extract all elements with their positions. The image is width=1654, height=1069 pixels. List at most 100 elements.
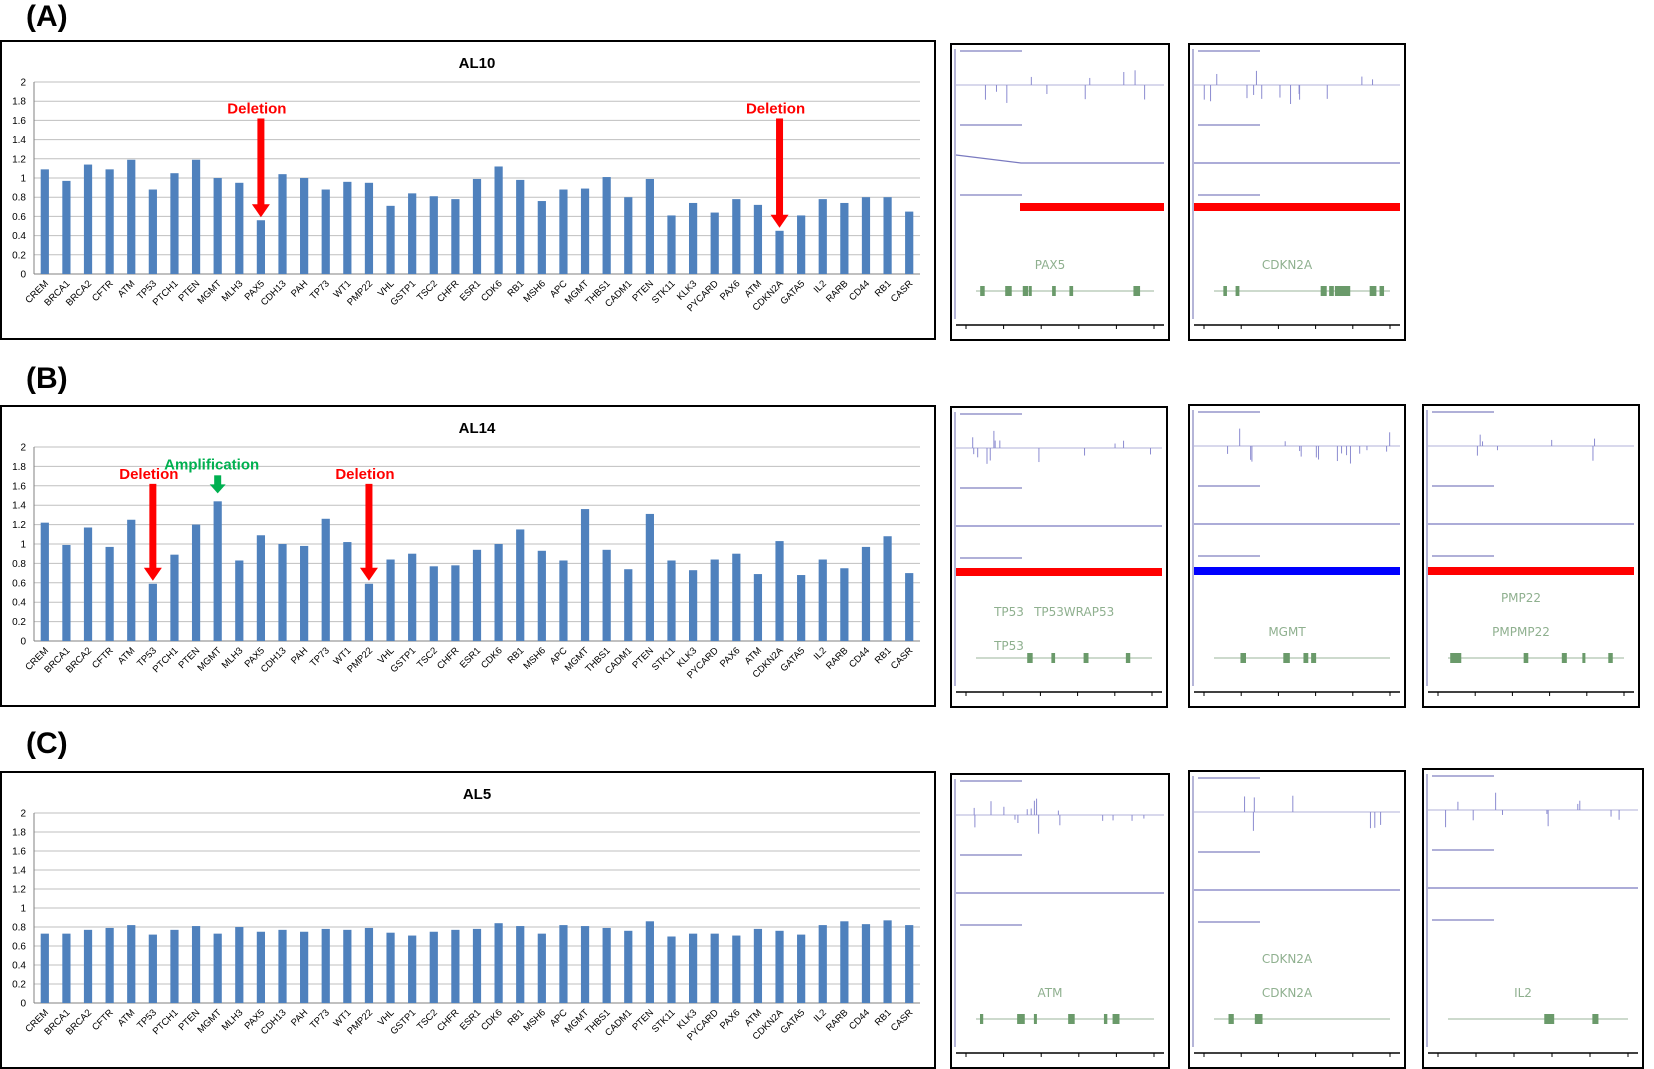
bar bbox=[408, 553, 417, 641]
chart-title: AL14 bbox=[459, 420, 496, 437]
bar bbox=[624, 569, 633, 641]
copy-number-call-bar bbox=[1194, 203, 1400, 211]
bar bbox=[321, 518, 330, 641]
annotation-label: Amplification bbox=[164, 456, 259, 473]
bar bbox=[861, 924, 871, 1003]
gene-label: TP53 bbox=[993, 605, 1024, 619]
y-tick-label: 1 bbox=[20, 540, 26, 551]
x-tick-label: RARB bbox=[824, 645, 850, 671]
annotation-arrow-head bbox=[359, 567, 378, 581]
x-tick-label: PAX6 bbox=[718, 1007, 742, 1031]
exon-block bbox=[1344, 286, 1351, 296]
y-tick-label: 1.6 bbox=[12, 116, 26, 127]
igv-panel-il2: IL2 bbox=[1422, 768, 1644, 1069]
bar bbox=[300, 545, 309, 641]
annotation-label: Deletion bbox=[119, 466, 178, 483]
panel-label-a: (A) bbox=[26, 0, 68, 33]
annotation-label: Deletion bbox=[335, 466, 394, 483]
bar bbox=[667, 936, 676, 1003]
bar bbox=[321, 189, 330, 274]
x-tick-label: MLH3 bbox=[220, 278, 246, 304]
bar bbox=[83, 527, 93, 641]
x-tick-label: CFTR bbox=[90, 1007, 116, 1033]
exon-block bbox=[1022, 286, 1029, 296]
exon-block bbox=[1254, 1014, 1260, 1024]
bar bbox=[62, 933, 71, 1003]
bar bbox=[537, 933, 546, 1003]
x-tick-label: CFTR bbox=[90, 278, 116, 304]
exon-block bbox=[1068, 1014, 1075, 1024]
exon-block bbox=[1051, 653, 1056, 663]
x-tick-label: CD44 bbox=[847, 278, 872, 303]
bar bbox=[386, 932, 395, 1003]
bar bbox=[905, 573, 914, 641]
bar bbox=[343, 181, 352, 274]
x-tick-label: CD44 bbox=[847, 645, 872, 670]
bar bbox=[278, 544, 287, 641]
igv-panel-mgmt: MGMT bbox=[1188, 404, 1406, 708]
x-tick-label: GATA5 bbox=[778, 1007, 807, 1036]
annotation-arrow-head bbox=[143, 567, 162, 581]
bar bbox=[191, 524, 201, 641]
exon-block bbox=[1450, 653, 1456, 663]
bar bbox=[451, 199, 460, 274]
bar bbox=[472, 928, 482, 1003]
x-tick-label: MSH6 bbox=[522, 278, 548, 304]
annotation-arrow-shaft bbox=[257, 118, 265, 206]
x-tick-label: CHFR bbox=[435, 645, 462, 672]
y-tick-label: 1.2 bbox=[12, 154, 26, 165]
x-tick-label: STK11 bbox=[650, 278, 678, 306]
x-tick-label: MGMT bbox=[195, 278, 223, 306]
exon-block bbox=[980, 286, 985, 296]
x-tick-label: MGMT bbox=[195, 1007, 223, 1035]
bar bbox=[429, 931, 438, 1003]
exon-block bbox=[1033, 1014, 1037, 1024]
igv-track-svg: PMPMP22 PMP22 bbox=[1426, 410, 1634, 696]
bar bbox=[170, 929, 179, 1003]
y-tick-label: 0 bbox=[20, 999, 26, 1010]
bar bbox=[775, 541, 784, 641]
gene-label: TP53 bbox=[1033, 605, 1064, 619]
x-tick-label: ATM bbox=[116, 278, 138, 300]
bar bbox=[451, 565, 460, 641]
y-tick-label: 0.6 bbox=[12, 578, 26, 589]
x-tick-label: ESR1 bbox=[458, 645, 483, 670]
exon-block bbox=[1455, 653, 1462, 663]
igv-panel-cdkn2a: CDKN2A bbox=[1188, 43, 1406, 341]
bar bbox=[516, 529, 525, 641]
bar bbox=[300, 931, 309, 1003]
exon-block bbox=[1069, 286, 1074, 296]
bar bbox=[840, 568, 849, 641]
exon-block bbox=[1311, 653, 1317, 663]
x-tick-label: IL2 bbox=[812, 1007, 829, 1024]
y-tick-label: 0.4 bbox=[12, 961, 26, 972]
x-tick-label: ESR1 bbox=[458, 1007, 483, 1032]
exon-block bbox=[1523, 653, 1529, 663]
x-tick-label: CDK6 bbox=[479, 645, 505, 671]
bar bbox=[40, 522, 49, 641]
bar bbox=[775, 930, 784, 1003]
x-tick-label: TSC2 bbox=[415, 645, 440, 670]
bar bbox=[105, 169, 114, 274]
x-tick-label: RARB bbox=[824, 1007, 850, 1033]
exon-block bbox=[1303, 653, 1309, 663]
exon-block bbox=[1017, 1014, 1022, 1024]
igv-track-svg: CDKN2A CDKN2A bbox=[1192, 776, 1400, 1057]
exon-block bbox=[1547, 1014, 1555, 1024]
y-tick-label: 1 bbox=[20, 174, 26, 185]
igv-track-svg: PAX5 bbox=[954, 49, 1164, 329]
gene-label: CDKN2A bbox=[1262, 986, 1313, 1000]
bar bbox=[537, 201, 546, 274]
bar bbox=[40, 933, 49, 1003]
bar bbox=[559, 925, 568, 1003]
bar bbox=[775, 230, 784, 274]
x-tick-label: GATA5 bbox=[778, 645, 807, 674]
bar bbox=[278, 929, 287, 1003]
y-tick-label: 0.6 bbox=[12, 942, 26, 953]
bar bbox=[408, 193, 417, 274]
bar-chart-al5: AL5 0 0.2 0.4 0.6 0.8 1 1.2 1.4 1.6 1.8 2 CREM BRCA1 B… bbox=[0, 771, 936, 1069]
bar bbox=[516, 926, 525, 1003]
bar bbox=[148, 189, 157, 274]
annotation-arrow-head bbox=[251, 204, 270, 218]
y-tick-label: 1.4 bbox=[12, 135, 26, 146]
